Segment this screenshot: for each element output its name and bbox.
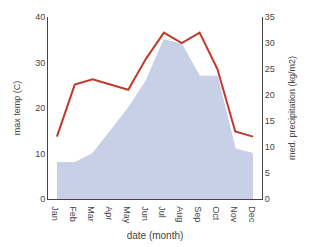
svg-text:max temp (C): max temp (C) <box>12 81 22 136</box>
svg-text:5: 5 <box>265 168 270 178</box>
svg-text:Oct: Oct <box>211 206 221 221</box>
svg-text:10: 10 <box>35 149 45 159</box>
svg-text:20: 20 <box>265 90 275 100</box>
svg-text:med. precipitation (kg/m2): med. precipitation (kg/m2) <box>287 56 297 160</box>
svg-text:Sep: Sep <box>193 206 203 222</box>
svg-text:0: 0 <box>40 194 45 204</box>
svg-text:Feb: Feb <box>68 206 78 222</box>
svg-text:Jul: Jul <box>157 206 167 218</box>
svg-text:20: 20 <box>35 103 45 113</box>
svg-text:Aug: Aug <box>175 206 185 222</box>
svg-text:40: 40 <box>35 12 45 22</box>
svg-text:Nov: Nov <box>229 206 239 223</box>
svg-text:Jun: Jun <box>140 206 150 221</box>
svg-text:May: May <box>122 206 132 224</box>
svg-text:Mar: Mar <box>86 206 96 222</box>
svg-text:Jan: Jan <box>50 206 60 221</box>
svg-text:25: 25 <box>265 64 275 74</box>
svg-text:30: 30 <box>265 38 275 48</box>
svg-text:15: 15 <box>265 116 275 126</box>
svg-text:date (month): date (month) <box>127 230 184 241</box>
svg-text:0: 0 <box>265 194 270 204</box>
svg-text:35: 35 <box>265 12 275 22</box>
svg-text:Dec: Dec <box>247 206 257 223</box>
svg-text:10: 10 <box>265 142 275 152</box>
svg-text:30: 30 <box>35 58 45 68</box>
svg-text:Apr: Apr <box>104 206 114 220</box>
